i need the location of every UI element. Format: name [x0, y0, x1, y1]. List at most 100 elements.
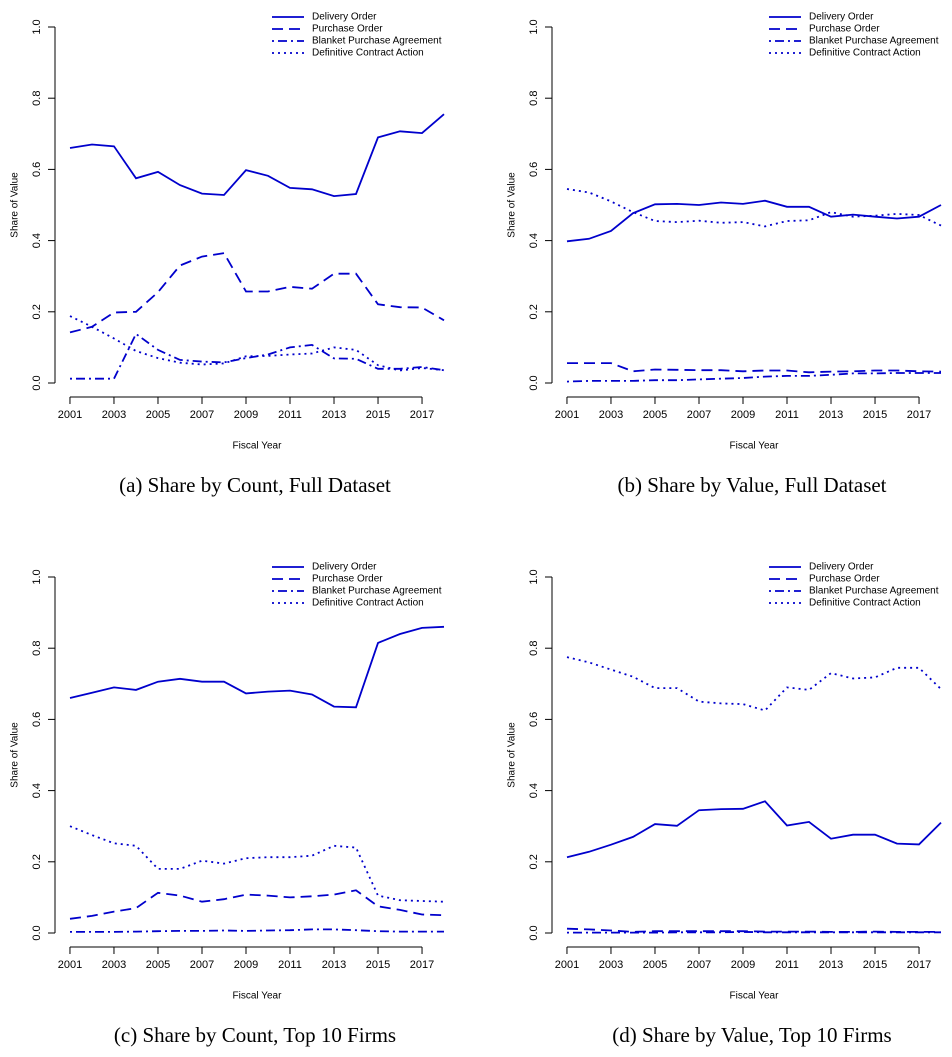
- x-tick-label: 2013: [819, 409, 843, 421]
- y-tick-label: 0.0: [528, 925, 540, 940]
- x-tick-label: 2015: [366, 959, 390, 971]
- legend-label: Delivery Order: [809, 562, 874, 573]
- x-tick-label: 2003: [102, 959, 126, 971]
- x-tick-label: 2003: [102, 409, 126, 421]
- series-line: [566, 188, 942, 228]
- x-tick-label: 2011: [775, 409, 799, 421]
- panel: 0.0 0.2 0.4 0.6 0.8 1.0 2001 2003 2005 2007 2009 20…: [507, 562, 942, 1047]
- x-tick-label: 2015: [863, 959, 887, 971]
- series-line: [70, 928, 444, 933]
- x-tick-label: 2005: [643, 959, 667, 971]
- y-tick-label: 0.2: [528, 304, 540, 319]
- x-tick-label: 2001: [58, 959, 82, 971]
- y-tick-label: 0.4: [31, 233, 43, 248]
- y-tick-label: 0.2: [31, 854, 43, 869]
- x-axis-title: Fiscal Year: [730, 441, 780, 452]
- x-tick-label: 2011: [278, 409, 302, 421]
- y-axis-title: Share of Value: [507, 172, 518, 238]
- y-axis-title: Share of Value: [10, 172, 21, 238]
- x-tick-label: 2007: [687, 959, 711, 971]
- x-tick-label: 2013: [819, 959, 843, 971]
- legend-label: Purchase Order: [312, 574, 383, 585]
- legend-label: Definitive Contract Action: [312, 48, 424, 59]
- x-axis-title: Fiscal Year: [233, 441, 283, 452]
- y-tick-label: 0.4: [528, 783, 540, 798]
- x-tick-label: 2009: [731, 959, 755, 971]
- panel: 0.0 0.2 0.4 0.6 0.8 1.0 2001 2003 2005 2007 2009 20…: [10, 562, 445, 1047]
- x-tick-label: 2011: [278, 959, 302, 971]
- caption: (b) Share by Value, Full Dataset: [617, 473, 886, 497]
- x-tick-label: 2007: [190, 409, 214, 421]
- x-tick-label: 2001: [555, 409, 579, 421]
- legend-label: Definitive Contract Action: [809, 598, 921, 609]
- x-tick-label: 2003: [599, 409, 623, 421]
- caption: (d) Share by Value, Top 10 Firms: [612, 1023, 891, 1047]
- legend-label: Delivery Order: [312, 12, 377, 23]
- x-tick-label: 2011: [775, 959, 799, 971]
- x-tick-label: 2009: [234, 959, 258, 971]
- caption: (a) Share by Count, Full Dataset: [119, 473, 391, 497]
- legend-label: Delivery Order: [312, 562, 377, 573]
- y-tick-label: 0.2: [31, 304, 43, 319]
- x-tick-label: 2013: [322, 959, 346, 971]
- legend-label: Purchase Order: [809, 574, 880, 585]
- x-tick-label: 2017: [410, 409, 434, 421]
- x-tick-label: 2005: [146, 959, 170, 971]
- x-tick-label: 2017: [907, 409, 931, 421]
- y-axis-title: Share of Value: [10, 722, 21, 788]
- legend-label: Purchase Order: [809, 24, 880, 35]
- y-tick-label: 0.8: [528, 91, 540, 106]
- x-tick-label: 2017: [907, 959, 931, 971]
- panel: 0.0 0.2 0.4 0.6 0.8 1.0 2001 2003 2005 2007 2009 20…: [10, 12, 445, 497]
- series-line: [69, 625, 445, 709]
- series-line: [69, 825, 445, 903]
- x-tick-label: 2001: [58, 409, 82, 421]
- x-tick-label: 2007: [687, 409, 711, 421]
- panel: 0.0 0.2 0.4 0.6 0.8 1.0 2001 2003 2005 2007 2009 20…: [507, 12, 942, 497]
- y-tick-label: 0.8: [31, 91, 43, 106]
- y-tick-label: 0.8: [528, 641, 540, 656]
- y-tick-label: 0.4: [528, 233, 540, 248]
- series-line: [567, 930, 941, 934]
- y-tick-label: 0.6: [31, 162, 43, 177]
- y-tick-label: 1.0: [528, 569, 540, 584]
- series-line: [566, 372, 941, 383]
- x-tick-label: 2013: [322, 409, 346, 421]
- x-tick-label: 2007: [190, 959, 214, 971]
- x-axis-title: Fiscal Year: [730, 991, 780, 1002]
- x-tick-label: 2003: [599, 959, 623, 971]
- legend-label: Definitive Contract Action: [312, 598, 424, 609]
- y-tick-label: 1.0: [528, 19, 540, 34]
- y-tick-label: 0.6: [31, 712, 43, 727]
- y-tick-label: 1.0: [31, 19, 43, 34]
- series-line: [566, 800, 942, 859]
- legend-label: Blanket Purchase Agreement: [312, 586, 442, 597]
- series-line: [69, 889, 445, 920]
- series-line: [69, 113, 445, 198]
- x-tick-label: 2001: [555, 959, 579, 971]
- y-tick-label: 0.0: [31, 925, 43, 940]
- y-tick-label: 0.0: [528, 375, 540, 390]
- y-tick-label: 0.6: [528, 162, 540, 177]
- y-tick-label: 0.6: [528, 712, 540, 727]
- y-axis-title: Share of Value: [507, 722, 518, 788]
- x-tick-label: 2015: [366, 409, 390, 421]
- y-tick-label: 0.4: [31, 783, 43, 798]
- x-tick-label: 2009: [234, 409, 258, 421]
- x-tick-label: 2005: [146, 409, 170, 421]
- y-tick-label: 0.0: [31, 375, 43, 390]
- legend-label: Purchase Order: [312, 24, 383, 35]
- legend-label: Blanket Purchase Agreement: [809, 586, 939, 597]
- y-tick-label: 0.8: [31, 641, 43, 656]
- legend-label: Blanket Purchase Agreement: [312, 36, 442, 47]
- series-line: [566, 656, 942, 712]
- x-tick-label: 2015: [863, 409, 887, 421]
- legend-label: Blanket Purchase Agreement: [809, 36, 939, 47]
- series-line: [69, 315, 445, 372]
- x-tick-label: 2005: [643, 409, 667, 421]
- y-tick-label: 0.2: [528, 854, 540, 869]
- legend-label: Definitive Contract Action: [809, 48, 921, 59]
- x-tick-label: 2009: [731, 409, 755, 421]
